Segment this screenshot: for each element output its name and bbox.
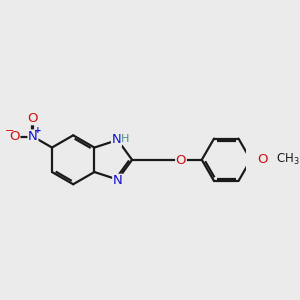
Text: H: H	[121, 134, 130, 144]
Text: N: N	[113, 174, 122, 187]
Text: O: O	[28, 112, 38, 125]
Text: −: −	[4, 126, 14, 136]
Text: N: N	[28, 130, 38, 143]
Text: O: O	[176, 154, 186, 167]
Text: CH$_3$: CH$_3$	[276, 152, 300, 167]
Text: N: N	[112, 134, 121, 146]
Text: O: O	[258, 153, 268, 166]
Text: +: +	[34, 126, 42, 135]
Text: O: O	[9, 130, 20, 143]
